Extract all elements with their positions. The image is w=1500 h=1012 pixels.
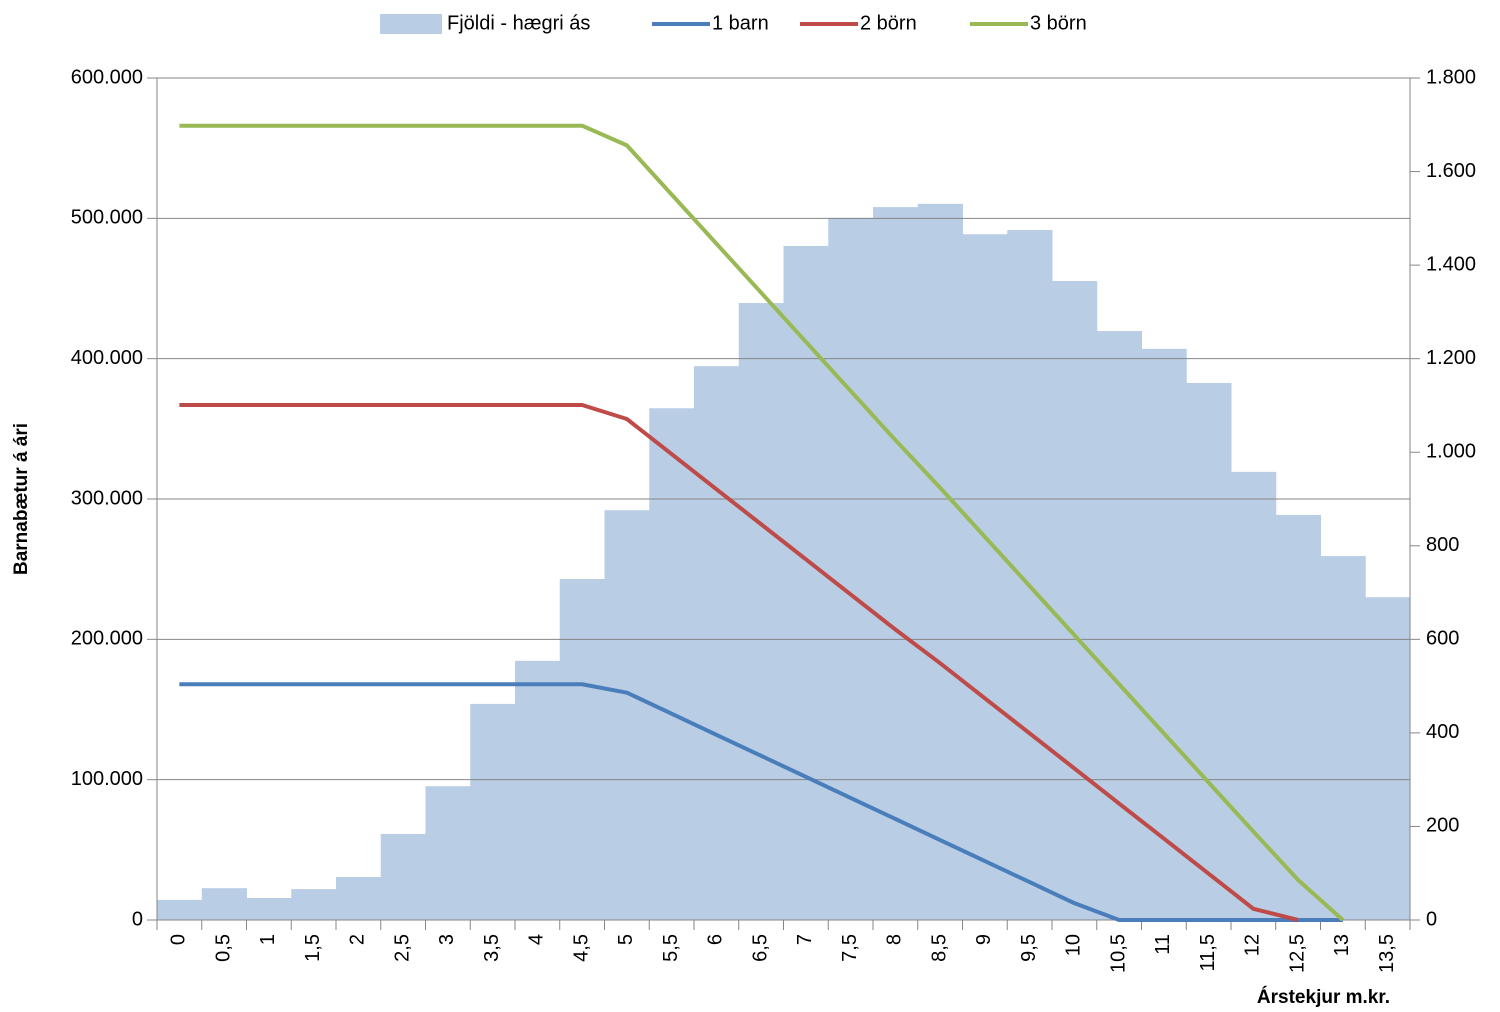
bar bbox=[291, 889, 337, 920]
bar bbox=[201, 888, 247, 920]
x-tick-label: 2,5 bbox=[391, 934, 413, 962]
legend-label: 1 barn bbox=[712, 12, 769, 34]
x-tick-label: 10,5 bbox=[1107, 934, 1129, 973]
line-series bbox=[179, 402, 1299, 922]
x-tick-label: 11 bbox=[1152, 934, 1174, 955]
x-tick-label: 5 bbox=[615, 934, 637, 945]
y-tick-label: 400.000 bbox=[71, 347, 143, 369]
y2-tick-label: 0 bbox=[1426, 908, 1437, 930]
x-tick-label: 0,5 bbox=[212, 934, 234, 962]
x-tick-label: 7 bbox=[794, 934, 816, 945]
x-tick-label: 3,5 bbox=[481, 934, 503, 962]
bar bbox=[425, 786, 471, 920]
bar bbox=[470, 703, 516, 920]
y2-tick-label: 1.000 bbox=[1426, 441, 1476, 463]
legend-label: 3 börn bbox=[1030, 12, 1087, 34]
x-tick-label: 4,5 bbox=[570, 934, 592, 962]
bar bbox=[1231, 471, 1277, 920]
y-tick-label: 600.000 bbox=[71, 66, 143, 88]
bar bbox=[336, 876, 382, 920]
y-tick-label: 0 bbox=[132, 908, 143, 930]
y-tick-label: 100.000 bbox=[71, 768, 143, 790]
x-tick-label: 12 bbox=[1242, 934, 1264, 956]
x-tick-label: 4 bbox=[526, 934, 548, 945]
y-tick-label: 200.000 bbox=[71, 628, 143, 650]
bar bbox=[917, 203, 963, 921]
bar bbox=[1052, 281, 1098, 920]
bar bbox=[380, 833, 426, 920]
y2-tick-label: 1.600 bbox=[1426, 160, 1476, 182]
bar bbox=[1275, 514, 1321, 920]
bar bbox=[1320, 556, 1366, 920]
x-tick-label: 1,5 bbox=[302, 934, 324, 962]
bar bbox=[157, 899, 203, 920]
x-tick-label: 6 bbox=[705, 934, 727, 945]
y2-tick-label: 1.200 bbox=[1426, 347, 1476, 369]
y2-tick-label: 200 bbox=[1426, 815, 1459, 837]
bar bbox=[1186, 382, 1232, 921]
bar bbox=[1365, 597, 1411, 920]
x-tick-label: 12,5 bbox=[1286, 934, 1308, 973]
y-tick-label: 500.000 bbox=[71, 207, 143, 229]
bar bbox=[604, 510, 650, 920]
legend-label: 2 börn bbox=[860, 12, 917, 34]
y2-tick-label: 400 bbox=[1426, 721, 1459, 743]
y2-tick-label: 1.800 bbox=[1426, 66, 1476, 88]
x-tick-label: 13,5 bbox=[1376, 934, 1398, 973]
bar bbox=[694, 366, 740, 920]
legend-swatch bbox=[380, 14, 442, 34]
bar bbox=[1007, 230, 1053, 920]
bar bbox=[559, 578, 605, 920]
x-tick-label: 2 bbox=[347, 934, 369, 945]
legend-label: Fjöldi - hægri ás bbox=[447, 12, 590, 34]
line-series bbox=[179, 682, 1343, 922]
y-tick-label: 300.000 bbox=[71, 487, 143, 509]
bar bbox=[649, 408, 695, 920]
line-series bbox=[179, 123, 1345, 922]
x-tick-label: 6,5 bbox=[749, 934, 771, 962]
x-tick-label: 11,5 bbox=[1197, 934, 1219, 971]
y-axis-title: Barnabætur á ári bbox=[11, 423, 32, 575]
bar bbox=[1141, 348, 1187, 920]
bar bbox=[873, 207, 919, 920]
x-tick-label: 13 bbox=[1331, 934, 1353, 956]
x-tick-label: 5,5 bbox=[660, 934, 682, 962]
x-tick-label: 9 bbox=[973, 934, 995, 945]
x-tick-label: 9,5 bbox=[1018, 934, 1040, 962]
y2-tick-label: 1.400 bbox=[1426, 253, 1476, 275]
x-tick-label: 10 bbox=[1063, 934, 1085, 956]
x-tick-label: 8,5 bbox=[928, 934, 950, 962]
bar bbox=[1096, 331, 1142, 921]
bar bbox=[962, 234, 1008, 920]
y2-tick-label: 600 bbox=[1426, 628, 1459, 650]
bar bbox=[246, 898, 292, 920]
bar bbox=[515, 660, 561, 920]
bar bbox=[738, 303, 784, 920]
y2-tick-label: 800 bbox=[1426, 534, 1459, 556]
x-tick-label: 7,5 bbox=[839, 934, 861, 962]
x-tick-label: 8 bbox=[884, 934, 906, 945]
bar bbox=[783, 245, 829, 920]
bar bbox=[828, 217, 874, 921]
x-tick-label: 0 bbox=[168, 934, 190, 945]
x-tick-label: 3 bbox=[436, 934, 458, 945]
x-tick-label: 1 bbox=[257, 934, 279, 945]
x-axis-title: Árstekjur m.kr. bbox=[1257, 986, 1390, 1008]
